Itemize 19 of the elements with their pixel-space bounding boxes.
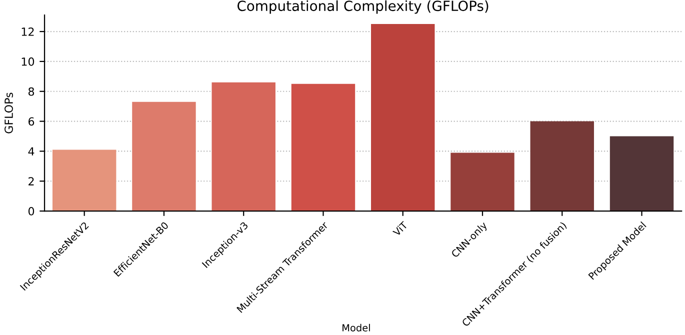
y-tick-label: 0 — [28, 207, 34, 216]
y-tick-label: 8 — [28, 87, 34, 96]
y-tick-label: 12 — [22, 28, 34, 36]
bar — [132, 102, 196, 212]
y-tick-label: 6 — [28, 117, 34, 126]
y-axis-title: GFLOPs — [4, 92, 13, 134]
bar — [291, 84, 356, 212]
bar — [530, 121, 594, 212]
chart-title: Computational Complexity (GFLOPs) — [237, 0, 488, 14]
y-tick-label: 4 — [28, 147, 34, 156]
bar — [212, 82, 276, 212]
bar — [371, 24, 435, 212]
x-axis-title: Model — [342, 324, 370, 332]
y-tick-label: 10 — [22, 57, 34, 66]
x-tick-label: ViT — [392, 220, 408, 237]
y-tick-label: 2 — [28, 177, 34, 186]
bar — [52, 150, 116, 212]
bar — [450, 152, 514, 212]
bar — [610, 136, 674, 212]
